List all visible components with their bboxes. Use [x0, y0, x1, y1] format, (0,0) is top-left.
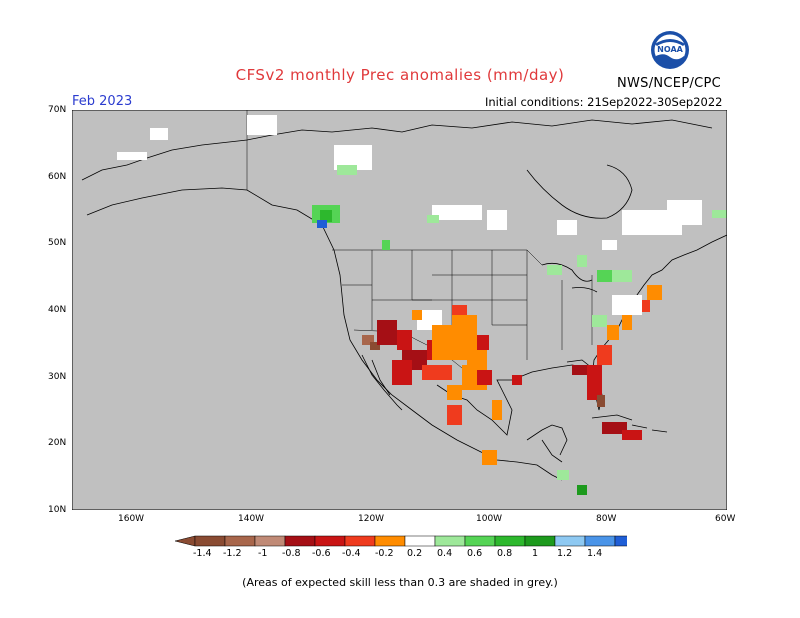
colorbar-cell: [284, 535, 316, 547]
initial-conditions-label: Initial conditions: 21Sep2022-30Sep2022: [485, 95, 723, 109]
colorbar-tick-label: -0.6: [312, 548, 331, 559]
colorbar-tick-label: 0.2: [407, 548, 423, 559]
colorbar-tick-label: 1: [532, 548, 539, 559]
lat-label: 70N: [48, 105, 67, 115]
colorbar-tick-label: -0.8: [282, 548, 301, 559]
colorbar-tick-label: -1: [258, 548, 268, 559]
lat-label: 30N: [48, 372, 67, 382]
skill-footnote: (Areas of expected skill less than 0.3 a…: [242, 576, 558, 589]
colorbar-cell: [194, 535, 226, 547]
lat-label: 50N: [48, 238, 67, 248]
colorbar-tick-label: 0.6: [467, 548, 483, 559]
colorbar-cell: [374, 535, 406, 547]
colorbar: [175, 535, 627, 547]
lat-label: 10N: [48, 505, 67, 515]
colorbar-cell: [494, 535, 526, 547]
colorbar-cell: [344, 535, 376, 547]
lon-label: 160W: [118, 514, 145, 524]
colorbar-tick-label: -0.4: [342, 548, 361, 559]
lon-label: 100W: [476, 514, 503, 524]
colorbar-cell: [254, 535, 286, 547]
colorbar-cell: [404, 535, 436, 547]
colorbar-cell: [434, 535, 466, 547]
colorbar-cell: [224, 535, 256, 547]
colorbar-tick-label: -1.4: [193, 548, 212, 559]
lat-label: 20N: [48, 438, 67, 448]
month-label: Feb 2023: [72, 94, 133, 109]
anomaly-cells: [117, 115, 727, 495]
lat-label: 40N: [48, 305, 67, 315]
colorbar-cell: [314, 535, 346, 547]
colorbar-tick-label: -1.2: [223, 548, 242, 559]
noaa-logo: NOAA: [651, 31, 689, 69]
colorbar-tick-label: 0.8: [497, 548, 513, 559]
colorbar-tick-label: 1.2: [557, 548, 573, 559]
colorbar-tick-label: -0.2: [375, 548, 394, 559]
lon-label: 80W: [596, 514, 617, 524]
colorbar-tick-label: 0.4: [437, 548, 453, 559]
precip-anomaly-map: [72, 110, 727, 510]
lon-label: 60W: [715, 514, 736, 524]
colorbar-cell: [584, 535, 616, 547]
lat-label: 60N: [48, 172, 67, 182]
colorbar-cell: [524, 535, 556, 547]
colorbar-arrow-low: [175, 535, 196, 547]
colorbar-cell: [464, 535, 496, 547]
colorbar-cell: [554, 535, 586, 547]
colorbar-cell: [614, 535, 627, 547]
agency-label: NWS/NCEP/CPC: [617, 76, 722, 91]
lon-label: 120W: [358, 514, 385, 524]
chart-title: CFSv2 monthly Prec anomalies (mm/day): [235, 66, 565, 84]
colorbar-tick-label: 1.4: [587, 548, 603, 559]
svg-text:NOAA: NOAA: [657, 45, 683, 54]
lon-label: 140W: [238, 514, 265, 524]
